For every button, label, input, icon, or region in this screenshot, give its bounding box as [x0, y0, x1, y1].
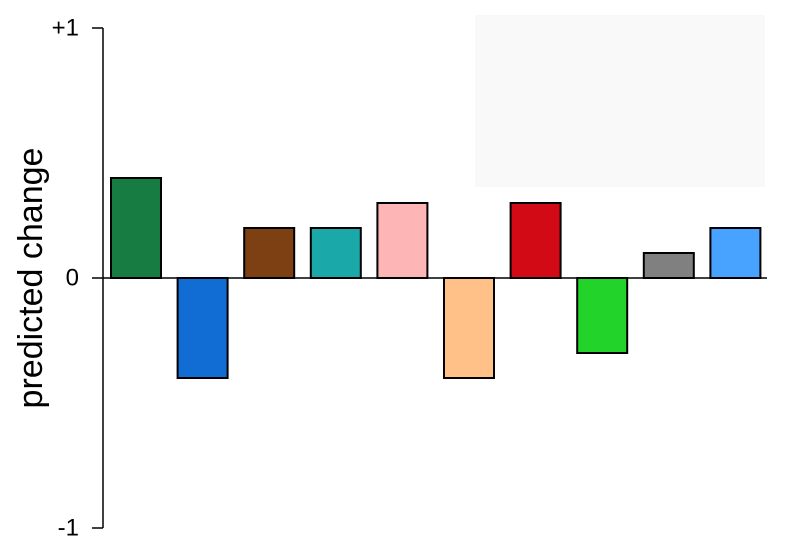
y-tick-label: 0 [66, 265, 79, 292]
bar [642, 252, 695, 279]
y-tick-label: +1 [52, 15, 79, 42]
bars-group [110, 177, 762, 379]
bar [709, 227, 762, 279]
bar [110, 177, 162, 279]
y-tick-label: -1 [58, 515, 79, 542]
bar [376, 202, 429, 279]
bar [509, 202, 562, 279]
bar [176, 277, 229, 379]
y-axis-label: predicted change [12, 148, 50, 409]
background-panel [475, 15, 765, 187]
y-axis-ticks: +1 0 -1 [52, 15, 103, 542]
bar [243, 227, 296, 279]
bar [309, 227, 362, 279]
bar [443, 277, 495, 379]
bar [576, 277, 629, 354]
